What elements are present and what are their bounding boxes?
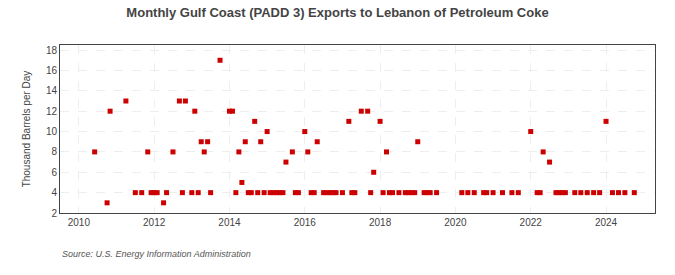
svg-text:Thousand Barrels per Day: Thousand Barrels per Day [21, 71, 32, 188]
svg-text:12: 12 [46, 106, 58, 117]
svg-text:10: 10 [46, 126, 58, 137]
svg-text:2014: 2014 [218, 217, 241, 228]
svg-text:Source: U.S. Energy Informatio: Source: U.S. Energy Information Administ… [62, 249, 251, 259]
svg-text:2012: 2012 [143, 217, 166, 228]
svg-text:16: 16 [46, 65, 58, 76]
svg-text:2010: 2010 [68, 217, 91, 228]
svg-text:2016: 2016 [294, 217, 317, 228]
svg-text:2018: 2018 [369, 217, 392, 228]
svg-text:2020: 2020 [444, 217, 467, 228]
svg-text:8: 8 [51, 146, 57, 157]
svg-text:14: 14 [46, 85, 58, 96]
svg-text:18: 18 [46, 45, 58, 56]
svg-text:4: 4 [51, 187, 57, 198]
svg-text:6: 6 [51, 167, 57, 178]
svg-text:2: 2 [51, 208, 57, 219]
svg-text:2024: 2024 [595, 217, 618, 228]
svg-text:2022: 2022 [520, 217, 543, 228]
svg-text:Monthly Gulf Coast (PADD 3) Ex: Monthly Gulf Coast (PADD 3) Exports to L… [126, 5, 548, 20]
